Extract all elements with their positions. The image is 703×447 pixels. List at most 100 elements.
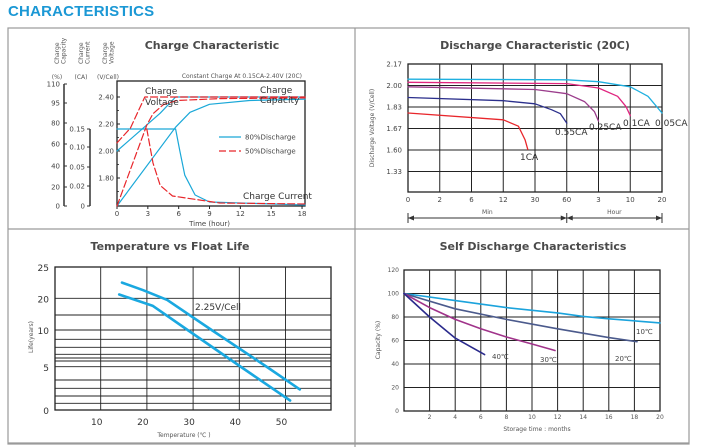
y-tick-label: 10: [38, 327, 50, 337]
x-tick-label: 20: [658, 196, 667, 204]
x-tick-label: 14: [579, 414, 587, 421]
y-tick-label: 2.17: [386, 61, 402, 69]
range-arrow-head: [566, 215, 573, 221]
header-word: Charge: [54, 42, 61, 64]
y-axis-header-current: ChargeCurrent: [78, 41, 92, 64]
header-word: Charge: [78, 42, 85, 64]
x-axis-label: Storage time : months: [503, 426, 570, 433]
current-tick-label: 0: [81, 203, 85, 211]
x-tick-label: 30: [183, 418, 195, 428]
x-tick-label: 12: [554, 414, 562, 421]
header-word: Voltage: [109, 41, 116, 64]
y-tick-label: 0: [43, 407, 49, 417]
x-tick-label: 20: [137, 418, 149, 428]
curve-label-charge-voltage-2: Voltage: [145, 98, 179, 108]
y-tick-label: 1.67: [386, 125, 402, 133]
y-axis-label: Capacity (%): [375, 321, 382, 360]
curve-label-40℃: 40℃: [492, 353, 509, 361]
chart-title: Discharge Characteristic (20C): [440, 39, 630, 52]
curve-label-0.1CA: 0.1CA: [623, 119, 651, 129]
x-tick-label: 10: [528, 414, 536, 421]
voltage-tick-label: 1.80: [98, 175, 114, 183]
chart-title: Temperature vs Float Life: [91, 240, 250, 253]
x-tick-label: 40: [230, 418, 242, 428]
series-voltage-50Discharge: [116, 96, 306, 144]
y-axis-label: Discharge Voltage (V/Cell): [369, 89, 376, 167]
current-tick-label: 0.15: [69, 126, 85, 134]
x-tick-label: 12: [499, 196, 508, 204]
x-tick-label: 60: [562, 196, 571, 204]
x-tick-label: 6: [479, 414, 483, 421]
page-title: CHARACTERISTICS: [8, 3, 155, 20]
x-tick-label: 2: [428, 414, 432, 421]
voltage-tick-label: 2.20: [98, 121, 114, 129]
x-axis-label: Time (hour): [188, 220, 230, 228]
y-tick-label: 1.83: [386, 104, 402, 112]
voltage-annotation: 2.25V/Cell: [195, 303, 241, 313]
series-0.05CA: [407, 78, 663, 114]
series-40℃: [403, 292, 486, 356]
chart-title: Charge Characteristic: [145, 39, 280, 52]
x-tick-label: 0: [115, 210, 119, 218]
capacity-tick-label: 20: [51, 184, 60, 192]
series-30℃: [403, 292, 556, 352]
charge-annotation: Constant Charge At 0.15CA-2.40V (20C): [182, 73, 302, 80]
curve-label-charge-current: Charge Current: [243, 192, 312, 202]
x-axis-label: Temperature (℃ ): [156, 432, 210, 439]
series-0.1CA: [407, 81, 631, 117]
x-tick-label: 3: [596, 196, 600, 204]
x-tick-label: 10: [626, 196, 635, 204]
capacity-tick-label: 40: [51, 163, 60, 171]
y-tick-label: 120: [388, 267, 400, 274]
series-1CA: [407, 112, 529, 151]
x-range-label-min: Min: [482, 209, 493, 216]
x-tick-label: 15: [267, 210, 276, 218]
y-tick-label: 80: [391, 314, 399, 321]
capacity-tick-label: 110: [47, 81, 60, 89]
range-arrow-head: [560, 215, 567, 221]
legend-label: 80%Discharge: [245, 134, 296, 142]
capacity-tick-label: 60: [51, 141, 60, 149]
y-tick-label: 25: [38, 264, 49, 274]
x-tick-label: 3: [146, 210, 150, 218]
y-axis-unit-current: (CA): [75, 74, 88, 81]
float-life-curve-1: [117, 293, 292, 402]
y-tick-label: 100: [388, 291, 400, 298]
x-tick-label: 2: [438, 196, 442, 204]
x-tick-label: 10: [91, 418, 103, 428]
header-word: Capacity: [61, 37, 68, 64]
y-tick-label: 20: [391, 385, 399, 392]
y-axis-unit-voltage: (V/Cell): [97, 74, 119, 81]
curve-label-0.25CA: 0.25CA: [589, 123, 622, 133]
series-current-50Discharge: [146, 128, 306, 205]
y-axis-label: Life(years): [28, 321, 35, 353]
y-tick-label: 0: [395, 408, 399, 415]
curve-label-0.05CA: 0.05CA: [655, 119, 688, 129]
x-tick-label: 9: [207, 210, 211, 218]
y-tick-label: 60: [391, 338, 399, 345]
series-capacity-80Discharge: [116, 98, 306, 207]
x-tick-label: 8: [504, 414, 508, 421]
y-axis-unit-capacity: (%): [52, 74, 62, 81]
x-tick-label: 50: [276, 418, 288, 428]
curve-label-0.55CA: 0.55CA: [555, 128, 588, 138]
series-10℃: [403, 292, 661, 324]
legend-label: 50%Discharge: [245, 148, 296, 156]
curve-label-20℃: 20℃: [615, 355, 632, 363]
plot-area: [116, 80, 306, 207]
x-tick-label: 0: [406, 196, 410, 204]
range-arrow-head: [656, 215, 662, 221]
curve-label-charge-voltage-1: Charge: [145, 87, 178, 97]
x-tick-label: 6: [469, 196, 474, 204]
voltage-tick-label: 2.00: [98, 148, 114, 156]
y-tick-label: 5: [43, 364, 49, 374]
x-tick-label: 6: [176, 210, 181, 218]
header-word: Charge: [102, 42, 109, 64]
y-tick-label: 20: [38, 295, 50, 305]
x-tick-label: 20: [656, 414, 664, 421]
series-0.25CA: [407, 86, 600, 122]
curve-label-charge-capacity-2: Capacity: [260, 96, 300, 106]
series-voltage-80Discharge: [116, 96, 306, 152]
capacity-tick-label: 0: [56, 203, 60, 211]
